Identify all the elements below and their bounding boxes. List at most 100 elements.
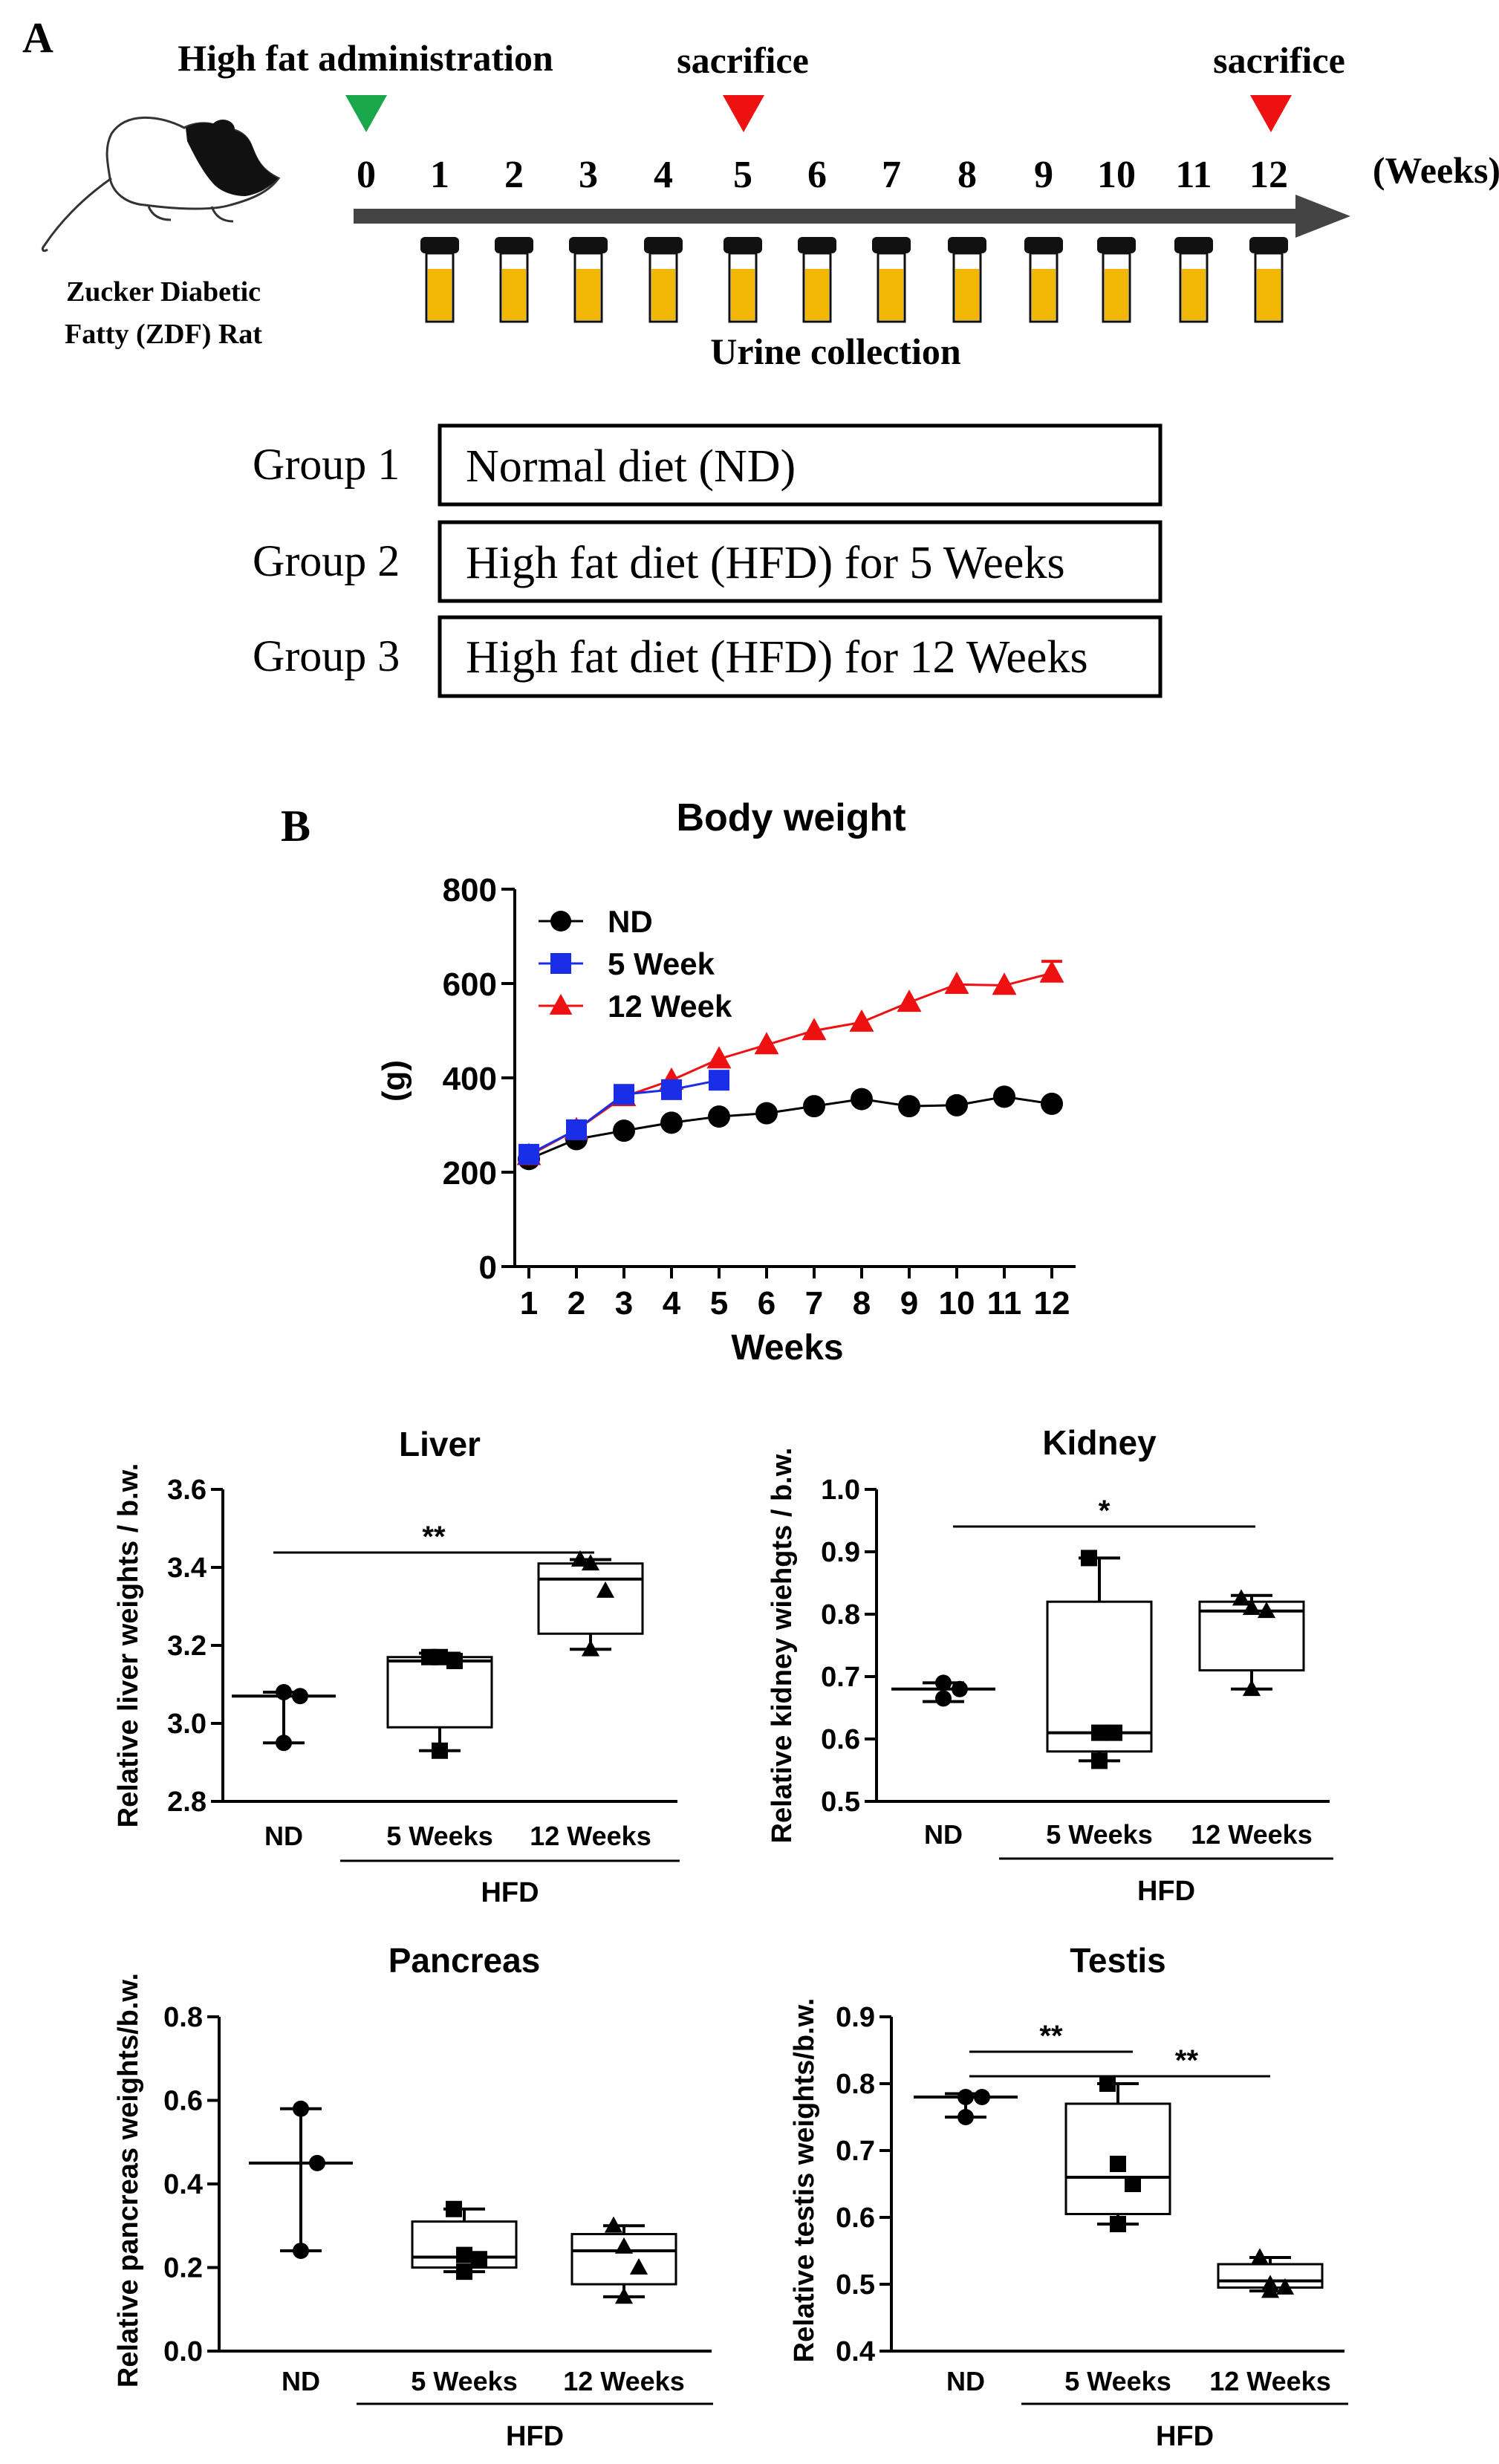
data-point: [292, 1688, 308, 1705]
tube-urine: [1257, 269, 1281, 320]
tube-urine: [428, 269, 452, 320]
data-point: [849, 1009, 874, 1032]
y-tick-label: 3.6: [167, 1475, 207, 1506]
tube-cap: [1174, 237, 1213, 253]
x-tick-label: 7: [805, 1285, 823, 1322]
data-point: [570, 1550, 590, 1567]
data-point: [661, 1079, 682, 1100]
data-point: [754, 1032, 779, 1055]
y-tick-label: 0.8: [836, 2069, 875, 2100]
category-label: ND: [946, 2366, 985, 2396]
tube-urine: [1032, 269, 1056, 320]
week-label: 1: [430, 154, 449, 196]
category-label: ND: [924, 1819, 963, 1850]
rat-name-line1: Zucker Diabetic: [66, 276, 261, 308]
significance-label: *: [1099, 1495, 1111, 1527]
data-point: [614, 2237, 634, 2254]
box: [570, 2233, 677, 2286]
y-tick-label: 1.0: [821, 1475, 860, 1506]
week-label: 10: [1097, 154, 1136, 196]
data-point: [309, 2154, 325, 2171]
data-point: [604, 2216, 623, 2233]
data-point: [1110, 2156, 1126, 2172]
tube-cap: [1097, 237, 1136, 253]
panel-a-label: A: [22, 13, 53, 62]
liver-chart: Liver Relative liver weights / b.w. 2.8 3.0…: [113, 1425, 680, 1908]
rat-name-line2: Fatty (ZDF) Rat: [65, 319, 262, 350]
y-tick-label: 0.0: [163, 2336, 203, 2367]
y-tick-label: 0.6: [163, 2086, 203, 2117]
legend-label: 5 Week: [608, 946, 715, 981]
tube-cap: [1249, 237, 1288, 253]
tube-urine: [879, 269, 903, 320]
data-point: [803, 1095, 825, 1118]
tube-urine: [731, 269, 755, 320]
tube-urine: [651, 269, 675, 320]
y-tick-label: 400: [443, 1061, 497, 1097]
sacrifice-marker-icon: [723, 95, 764, 132]
box: [386, 1656, 493, 1729]
week-label: 6: [807, 154, 827, 196]
data-point: [1099, 2075, 1116, 2092]
chart-title: Liver: [399, 1425, 481, 1463]
data-point: [974, 2089, 990, 2105]
y-tick-label: 0.6: [836, 2203, 875, 2234]
data-point: [293, 2100, 309, 2117]
data-point: [1257, 1602, 1276, 1619]
data-point: [629, 2257, 648, 2275]
group-2-box: [438, 520, 1163, 603]
urine-collection-label: Urine collection: [710, 331, 961, 372]
x-tick-label: 3: [615, 1285, 633, 1322]
significance-label: **: [1175, 2044, 1199, 2077]
y-tick-label: 0.4: [163, 2169, 203, 2200]
data-point: [957, 2089, 974, 2105]
data-point: [471, 2251, 487, 2268]
data-point: [446, 2200, 462, 2217]
y-tick-label: 0.5: [821, 1787, 860, 1818]
pancreas-chart: Pancreas Relative pancreas weights/b.w. 0.…: [113, 1941, 713, 2452]
panel-b-label: B: [281, 802, 310, 851]
category-label: ND: [264, 1821, 303, 1851]
tube-cap: [644, 237, 683, 253]
tube-cap: [724, 237, 762, 253]
data-point: [276, 1684, 292, 1700]
data-point: [1261, 2281, 1280, 2298]
data-point: [581, 1554, 600, 1571]
significance-label: **: [422, 1521, 446, 1553]
tube-urine: [1105, 269, 1128, 320]
sacrifice-marker-icon: [1250, 95, 1292, 132]
data-point: [1041, 1092, 1063, 1115]
data-point: [708, 1105, 730, 1128]
y-tick-label: 0.7: [836, 2136, 875, 2167]
sacrifice-label-week12: sacrifice: [1213, 39, 1345, 81]
y-tick-label: 3.4: [167, 1553, 207, 1584]
urine-tube-icon: [420, 237, 459, 323]
hfd-label: HFD: [1156, 2421, 1214, 2452]
y-tick-label: 3.0: [167, 1709, 207, 1740]
urine-tube-icon: [495, 237, 533, 323]
data-point: [992, 972, 1017, 995]
group-2-label: Group 2: [253, 536, 400, 585]
x-tick-label: 9: [900, 1285, 918, 1322]
urine-tube-icon: [798, 237, 836, 323]
data-point: [1039, 960, 1064, 983]
category-label: 5 Weeks: [386, 1821, 492, 1851]
tube-cap: [1024, 237, 1063, 253]
group-3-label: Group 3: [253, 631, 400, 680]
data-point: [293, 2243, 309, 2259]
category-label: 12 Weeks: [530, 1821, 651, 1851]
tube-urine: [1182, 269, 1206, 320]
x-tick-label: 12: [1034, 1285, 1070, 1322]
week-label: 4: [654, 154, 673, 196]
hfd-label: HFD: [1137, 1876, 1195, 1907]
kidney-chart: Kidney Relative kidney wiehgts / b.w. 0.5 0…: [767, 1423, 1333, 1907]
hfd-label: HFD: [481, 1877, 539, 1908]
data-point: [1125, 2176, 1141, 2192]
category-label: 5 Weeks: [1064, 2366, 1171, 2396]
data-point: [1110, 2216, 1126, 2232]
data-point: [946, 1093, 968, 1116]
tube-cap: [872, 237, 911, 253]
